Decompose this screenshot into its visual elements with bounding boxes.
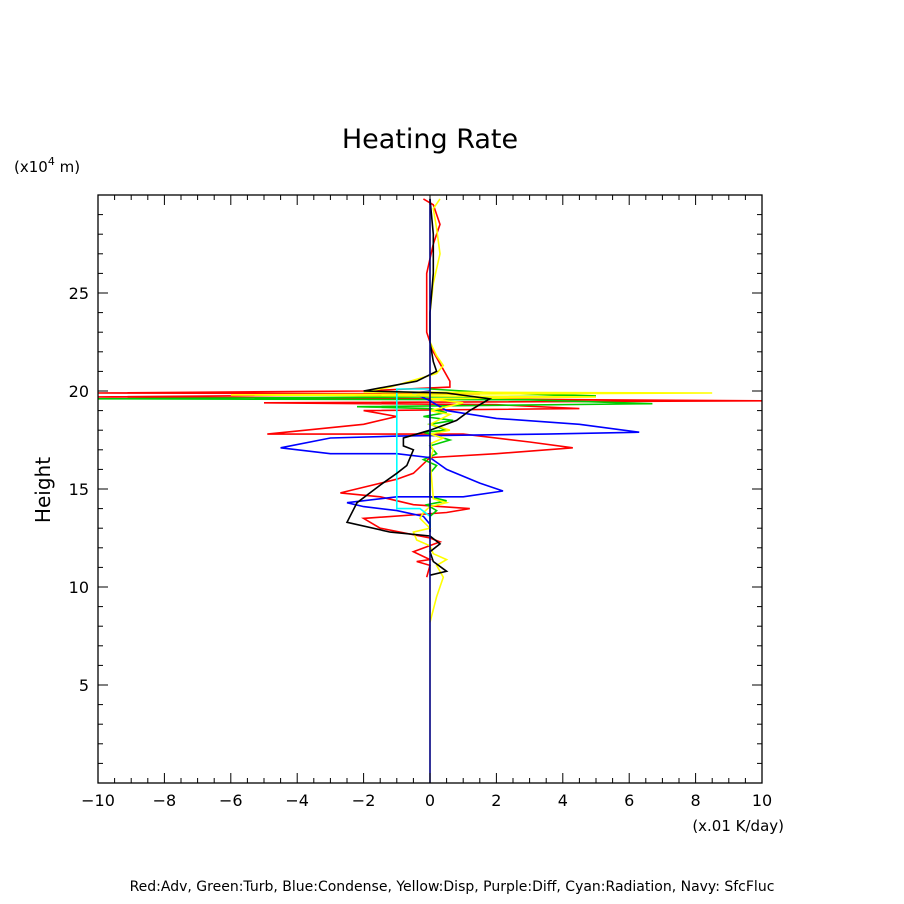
x-tick-label: −8: [153, 791, 177, 810]
y-unit-suffix: m): [55, 158, 80, 176]
series-line-disp: [230, 198, 713, 623]
y-unit-prefix: (x10: [14, 158, 48, 176]
y-tick-label: 25: [69, 284, 89, 303]
y-tick-label: 20: [69, 382, 89, 401]
x-tick-label: 6: [624, 791, 634, 810]
x-tick-label: −10: [81, 791, 115, 810]
plot-area: −10 −8 −6 −4 −2 0 2 4 6 8 10 5 10 15 20 25: [69, 194, 772, 810]
x-tick-label: 0: [425, 791, 435, 810]
series-line-adv: [98, 198, 762, 578]
y-tick-label: 10: [69, 578, 89, 597]
y-tick-label: 15: [69, 480, 89, 499]
y-tick-label: 5: [79, 676, 89, 695]
x-tick-label: −2: [352, 791, 376, 810]
series-line-turb: [98, 388, 653, 533]
x-tick-label: 2: [491, 791, 501, 810]
y-axis-unit: (x104 m): [14, 155, 80, 176]
legend-caption: Red:Adv, Green:Turb, Blue:Condense, Yell…: [130, 879, 775, 895]
x-axis-unit: (x.01 K/day): [692, 817, 784, 835]
y-unit-exponent: 4: [48, 155, 55, 168]
x-tick-label: 8: [691, 791, 701, 810]
series-line-total: [345, 198, 493, 576]
chart-title: Heating Rate: [342, 124, 518, 155]
x-tick-label: −6: [219, 791, 243, 810]
x-tick-label: 10: [752, 791, 772, 810]
x-tick-label: −4: [285, 791, 309, 810]
x-tick-label: 4: [558, 791, 568, 810]
y-axis-label: Height: [31, 457, 55, 523]
